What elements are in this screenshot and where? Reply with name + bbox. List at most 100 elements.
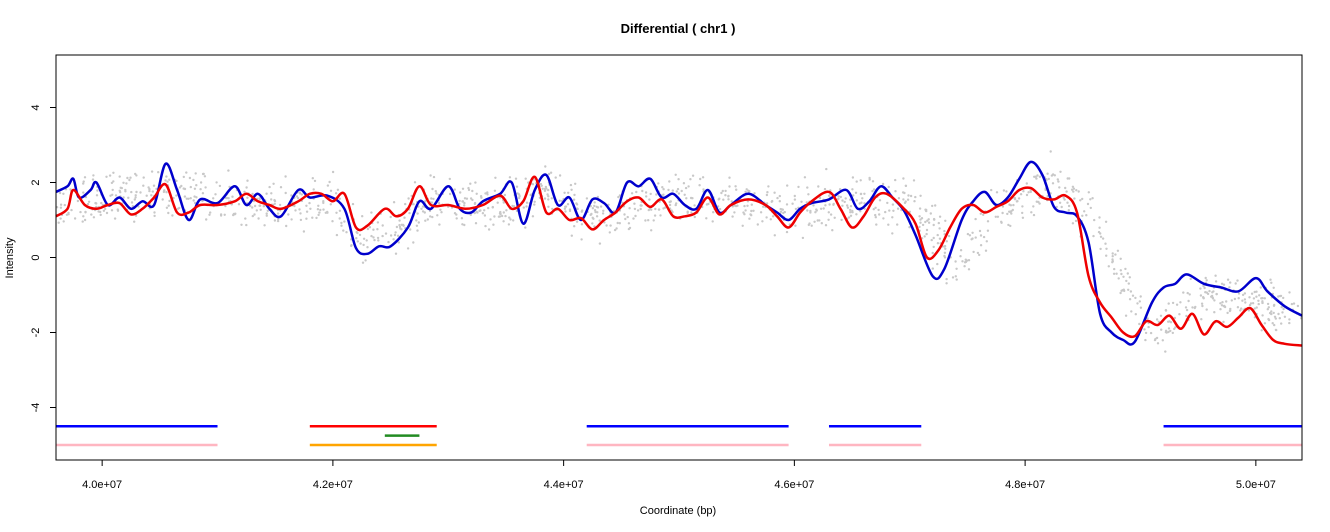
scatter-point [130, 201, 134, 204]
scatter-point [293, 204, 296, 208]
scatter-point [336, 188, 340, 191]
scatter-point [712, 211, 715, 214]
scatter-point [913, 200, 916, 203]
scatter-point [1153, 338, 1157, 342]
scatter-point [668, 200, 671, 204]
scatter-point [580, 223, 584, 226]
scatter-point [496, 201, 499, 204]
scatter-point [1260, 329, 1263, 332]
scatter-point [785, 203, 789, 206]
x-tick-label: 5.0e+07 [1236, 479, 1276, 491]
scatter-point [654, 207, 657, 211]
y-tick-label: 0 [30, 254, 42, 260]
scatter-point [721, 189, 724, 193]
scatter-point [249, 204, 252, 208]
scatter-point [180, 184, 183, 188]
scatter-point [613, 228, 617, 232]
scatter-point [828, 203, 831, 206]
scatter-point [765, 216, 768, 219]
scatter-point [1211, 291, 1214, 294]
scatter-point [1058, 201, 1062, 204]
scatter-point [598, 219, 601, 222]
scatter-point [104, 207, 107, 211]
scatter-point [1219, 308, 1222, 311]
scatter-point [1079, 199, 1082, 202]
scatter-point [376, 228, 379, 231]
scatter-point [668, 180, 671, 183]
scatter-point [569, 183, 573, 187]
scatter-point [1091, 197, 1094, 200]
scatter-point [851, 209, 854, 213]
scatter-point [1104, 220, 1108, 223]
scatter-point [778, 200, 781, 203]
scatter-point [783, 210, 786, 214]
scatter-point [551, 207, 554, 211]
scatter-point [902, 177, 905, 180]
scatter-point [633, 202, 636, 205]
scatter-point [1255, 295, 1258, 298]
scatter-point [689, 178, 692, 181]
scatter-point [544, 185, 548, 189]
scatter-point [176, 207, 180, 210]
scatter-point [647, 219, 650, 222]
scatter-point [742, 211, 745, 214]
scatter-point [1203, 286, 1206, 290]
scatter-point [919, 218, 922, 221]
scatter-point [152, 184, 156, 187]
scatter-point [474, 222, 478, 225]
scatter-point [503, 193, 507, 197]
scatter-point [161, 198, 164, 201]
scatter-point [580, 238, 583, 241]
scatter-point [1263, 322, 1267, 325]
scatter-point [972, 250, 975, 254]
scatter-point [871, 180, 875, 183]
scatter-point [484, 192, 487, 195]
scatter-point [439, 208, 442, 211]
scatter-point [209, 211, 212, 214]
scatter-point [480, 196, 483, 199]
scatter-point [322, 200, 325, 203]
scatter-point [1202, 297, 1205, 300]
scatter-point [936, 262, 939, 266]
scatter-point [585, 197, 589, 200]
scatter-point [96, 189, 99, 192]
scatter-point [550, 197, 553, 200]
scatter-point [926, 219, 929, 222]
scatter-point [753, 192, 756, 195]
scatter-point [903, 201, 907, 205]
scatter-point [982, 213, 985, 216]
scatter-point [302, 230, 306, 233]
scatter-point [574, 182, 577, 185]
scatter-point [872, 208, 875, 211]
scatter-point [623, 213, 626, 216]
scatter-point [761, 220, 764, 223]
scatter-point [657, 208, 661, 211]
scatter-point [986, 229, 990, 232]
scatter-point [1228, 286, 1231, 289]
red-series-line [55, 175, 1303, 347]
scatter-point [744, 190, 747, 193]
scatter-point [102, 209, 106, 212]
scatter-point [711, 220, 714, 223]
scatter-point [1288, 318, 1291, 321]
scatter-point [596, 195, 600, 199]
x-axis-label: Coordinate (bp) [640, 505, 716, 517]
scatter-point [615, 227, 618, 230]
scatter-point [1234, 282, 1237, 285]
scatter-point [794, 224, 797, 227]
scatter-point [1290, 302, 1294, 306]
scatter-point [564, 205, 567, 208]
scatter-point [779, 207, 782, 211]
scatter-point [134, 194, 137, 197]
scatter-point [518, 196, 521, 200]
segments-layer [56, 425, 1302, 447]
scatter-point [868, 176, 871, 180]
scatter-point [153, 214, 156, 218]
scatter-point [118, 175, 121, 178]
scatter-point [279, 186, 283, 189]
scatter-point [251, 214, 254, 218]
scatter-point [1205, 308, 1208, 311]
scatter-point [118, 189, 121, 192]
scatter-point [801, 236, 805, 240]
scatter-point [500, 214, 504, 218]
